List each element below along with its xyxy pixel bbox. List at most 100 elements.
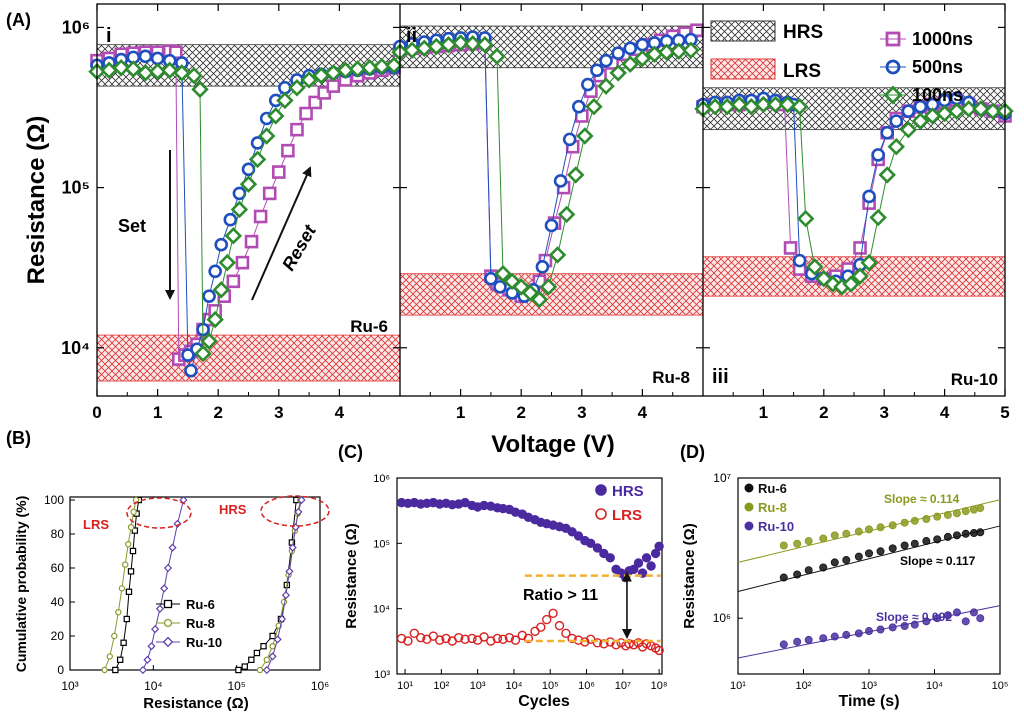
x-tick-label: 2	[516, 403, 525, 422]
retention-point-Ru-10	[865, 627, 874, 636]
retention-point-Ru-6	[933, 535, 942, 544]
retention-point-Ru-10	[830, 632, 839, 641]
cdf-point-Ru-6	[269, 632, 276, 640]
cdf-point-Ru-10	[277, 614, 287, 624]
retention-point-Ru-8	[779, 541, 788, 550]
lrs-band	[399, 273, 704, 316]
cdf-point-Ru-8	[106, 653, 113, 660]
panel-a-chart: 0 1 2 3 4 1 2 3 4 1 2 3 4 5 10⁴ 10⁵ 10⁶ Resistance (Ω) V…	[23, 3, 1014, 458]
x-tick-label: 10⁴	[926, 680, 943, 692]
cdf-point-Ru-6	[131, 527, 139, 534]
cdf-point-Ru-6	[241, 663, 248, 670]
endurance-point-LRS	[504, 632, 515, 643]
endurance-point-LRS	[629, 640, 639, 650]
legend-series	[880, 31, 906, 105]
cdf-point-Ru-6	[120, 639, 127, 647]
data-point-100ns	[239, 175, 258, 193]
legend: Ru-6 Ru-8 Ru-10	[156, 597, 222, 650]
data-point-100ns	[960, 100, 978, 118]
retention-point-Ru-6	[819, 563, 828, 572]
cdf-point-Ru-10	[173, 519, 182, 528]
data-point-1000ns	[853, 241, 867, 255]
data-point-500ns	[208, 264, 222, 279]
data-point-100ns	[899, 120, 918, 139]
data-point-100ns	[984, 102, 1002, 120]
retention-point-Ru-8	[922, 515, 931, 524]
data-point-100ns	[796, 209, 815, 228]
retention-point-Ru-6	[876, 547, 885, 556]
data-point-100ns	[657, 43, 676, 61]
cdf-point-Ru-6	[123, 615, 130, 623]
endurance-point-HRS	[650, 548, 661, 559]
retention-point-Ru-6	[830, 558, 839, 567]
data-point-500ns	[880, 125, 895, 140]
data-point-500ns	[562, 132, 577, 147]
cdf-point-Ru-6	[253, 649, 261, 657]
retention-point-Ru-8	[900, 518, 909, 527]
legend-1000ns-label: 1000ns	[912, 29, 973, 49]
x-tick-label: 10⁶	[578, 680, 595, 692]
axes: 10¹ 10² 10³ 10⁴ 10⁵ 10⁶ 10⁷	[713, 471, 1009, 692]
data-point-100ns	[488, 47, 506, 66]
retention-point-Ru-8	[976, 504, 985, 513]
data-point-100ns	[451, 34, 470, 52]
data-point-500ns	[214, 237, 229, 252]
endurance-point-LRS	[561, 628, 571, 638]
endurance-point-LRS	[492, 633, 503, 644]
panel-d-label: (D)	[680, 442, 705, 462]
data-point-100ns	[778, 95, 797, 114]
retention-point-Ru-10	[779, 640, 788, 649]
data-point-1000ns	[271, 165, 286, 179]
endurance-point-HRS	[573, 531, 584, 541]
cdf-point-Ru-6	[129, 547, 137, 555]
cdf-point-Ru-10	[147, 642, 156, 651]
data-point-500ns	[184, 363, 198, 378]
data-point-500ns	[623, 41, 638, 56]
data-point-100ns	[670, 42, 688, 60]
x-tick-label: 10⁴	[144, 679, 163, 693]
cdf-point-Ru-6	[235, 666, 242, 674]
data-point-100ns	[464, 35, 482, 53]
y-tick-label: 0	[57, 663, 64, 677]
data-point-500ns	[138, 49, 153, 64]
hrs-annotation: HRS	[219, 502, 247, 517]
y-tick-label: 10⁵	[62, 178, 90, 198]
retention-points	[737, 499, 1001, 659]
legend-500ns-label: 500ns	[912, 57, 963, 77]
endurance-point-HRS	[567, 527, 577, 537]
endurance-point-LRS	[567, 633, 577, 644]
cdf-point-Ru-10	[138, 665, 148, 675]
data-point-100ns	[887, 137, 905, 156]
sample-label-ru6: Ru-6	[350, 317, 388, 336]
retention-point-Ru-10	[933, 614, 942, 623]
data-point-100ns	[633, 49, 652, 68]
retention-point-Ru-10	[854, 629, 863, 638]
sample-label-ru8: Ru-8	[652, 368, 690, 387]
data-point-100ns	[288, 79, 306, 97]
subplot-ii-label: ii	[406, 25, 417, 47]
cdf-point-Ru-8	[111, 632, 118, 640]
retention-point-Ru-10	[976, 614, 985, 623]
cdf-point-Ru-8	[118, 585, 126, 592]
retention-point-Ru-8	[961, 507, 970, 516]
cdf-point-Ru-10	[168, 543, 177, 552]
cdf-point-Ru-10	[273, 635, 282, 644]
reset-label: Reset	[278, 221, 320, 274]
cdf-point-Ru-6	[260, 642, 267, 650]
data-point-100ns	[557, 205, 576, 224]
retention-point-Ru-8	[793, 539, 802, 548]
cdf-point-Ru-8	[125, 541, 132, 548]
x-tick-label: 4	[638, 403, 648, 422]
data-point-1000ns	[244, 234, 259, 249]
cdf-line-Ru-10	[266, 499, 302, 671]
panel-c-frame	[396, 477, 663, 675]
data-point-100ns	[576, 127, 594, 145]
data-point-500ns	[493, 280, 507, 294]
data-point-500ns	[635, 37, 650, 52]
endurance-point-LRS	[403, 636, 413, 646]
endurance-point-HRS	[592, 543, 603, 553]
cdf-point-Ru-6	[116, 656, 124, 664]
data-point-100ns	[842, 275, 860, 293]
data-point-100ns	[539, 278, 558, 296]
legend: HRS LRS	[595, 483, 644, 524]
